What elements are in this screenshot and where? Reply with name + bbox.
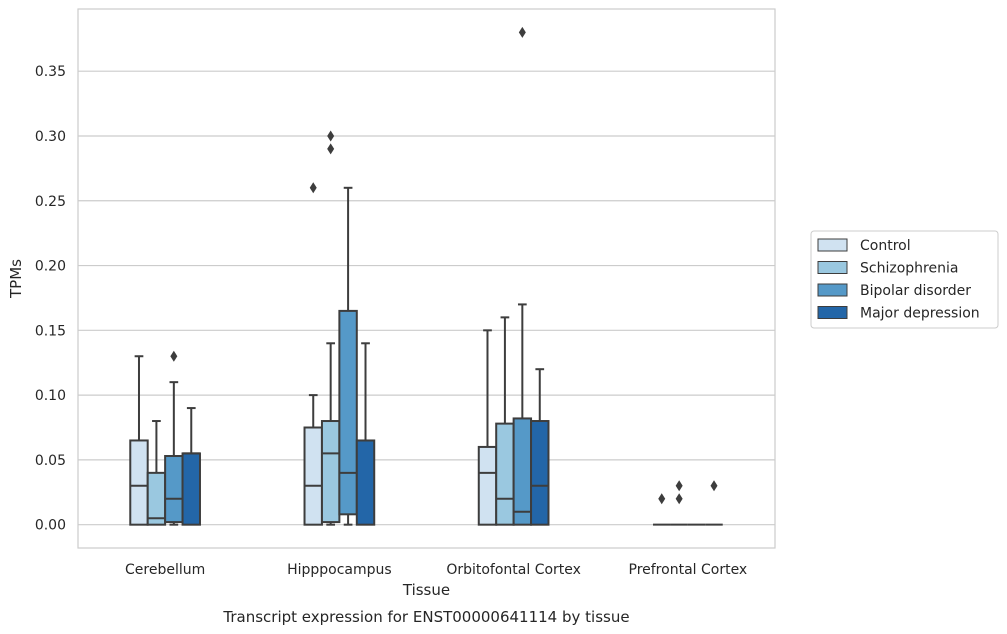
- legend-label: Major depression: [860, 306, 980, 322]
- box-iqr: [495, 422, 515, 526]
- legend-swatch: [817, 238, 848, 252]
- legend-item: Control: [817, 238, 911, 254]
- legend-item: Bipolar disorder: [817, 283, 971, 299]
- y-tick-labels: 0.00 0.05 0.10 0.15 0.20 0.25 0.30 0.35: [35, 64, 66, 533]
- legend-label: Control: [860, 238, 911, 254]
- legend-frame: [810, 230, 999, 329]
- legend-swatch: [817, 306, 848, 319]
- box-2-2: [512, 26, 533, 526]
- x-tick-label: Orbitofontal Cortex: [446, 562, 581, 578]
- x-tick-label: Hipppocampus: [287, 562, 392, 578]
- box-iqr: [129, 439, 149, 526]
- y-tick-label: 0.35: [35, 64, 66, 80]
- box-1-0: [303, 182, 323, 526]
- box-iqr: [477, 445, 498, 526]
- x-axis-label: Tissue: [402, 581, 450, 599]
- box-1-2: [338, 186, 358, 526]
- box-iqr: [181, 452, 201, 526]
- box-iqr: [355, 439, 376, 526]
- outlier-point: [327, 130, 335, 142]
- legend-label: Schizophrenia: [860, 261, 958, 277]
- box-0-1: [146, 420, 167, 526]
- x-tick-label: Prefrontal Cortex: [629, 562, 748, 578]
- box-iqr: [530, 420, 550, 526]
- x-tick-label: Cerebellum: [125, 562, 205, 578]
- box-2-0: [477, 329, 498, 526]
- outlier-point: [675, 493, 683, 505]
- box-iqr: [512, 417, 533, 526]
- box-iqr: [320, 420, 341, 524]
- box-1-3: [355, 342, 376, 526]
- y-tick-label: 0.10: [35, 388, 66, 404]
- legend-item: Schizophrenia: [817, 261, 958, 277]
- y-axis-label: TPMs: [7, 259, 25, 299]
- box-3-0: [653, 493, 671, 526]
- box-iqr: [338, 309, 358, 516]
- plot-frame: [77, 8, 776, 549]
- outlier-point: [710, 480, 718, 492]
- outlier-point: [309, 182, 317, 194]
- legend-swatch: [817, 283, 848, 297]
- outlier-point: [658, 493, 666, 505]
- y-tick-label: 0.05: [35, 453, 66, 469]
- figure-caption: Transcript expression for ENST0000064111…: [222, 608, 629, 626]
- outlier-point: [327, 143, 335, 155]
- legend-item: Major depression: [817, 306, 980, 322]
- box-0-0: [129, 355, 149, 526]
- box-iqr: [303, 426, 323, 526]
- box-2-3: [530, 368, 550, 526]
- x-tick-labels: Cerebellum Hipppocampus Orbitofontal Corte…: [125, 562, 747, 578]
- y-tick-label: 0.30: [35, 129, 66, 145]
- y-tick-label: 0.15: [35, 323, 66, 339]
- box-0-3: [181, 407, 201, 526]
- outlier-point: [170, 350, 178, 362]
- box-3-3: [705, 480, 723, 526]
- box-2-1: [495, 316, 515, 526]
- legend-swatch: [817, 261, 848, 274]
- box-3-1: [670, 480, 688, 526]
- legend-label: Bipolar disorder: [860, 283, 971, 299]
- box-iqr: [146, 471, 167, 526]
- outlier-point: [518, 26, 526, 38]
- y-tick-label: 0.25: [35, 194, 66, 210]
- legend: Control Schizophrenia Bipolar disorder Majo…: [810, 230, 999, 329]
- box-0-2: [164, 350, 184, 526]
- box-iqr: [164, 455, 184, 524]
- box-series: [129, 26, 723, 526]
- y-tick-label: 0.20: [35, 259, 66, 275]
- y-tick-label: 0.00: [35, 518, 66, 534]
- box-1-1: [320, 130, 341, 526]
- outlier-point: [675, 480, 683, 492]
